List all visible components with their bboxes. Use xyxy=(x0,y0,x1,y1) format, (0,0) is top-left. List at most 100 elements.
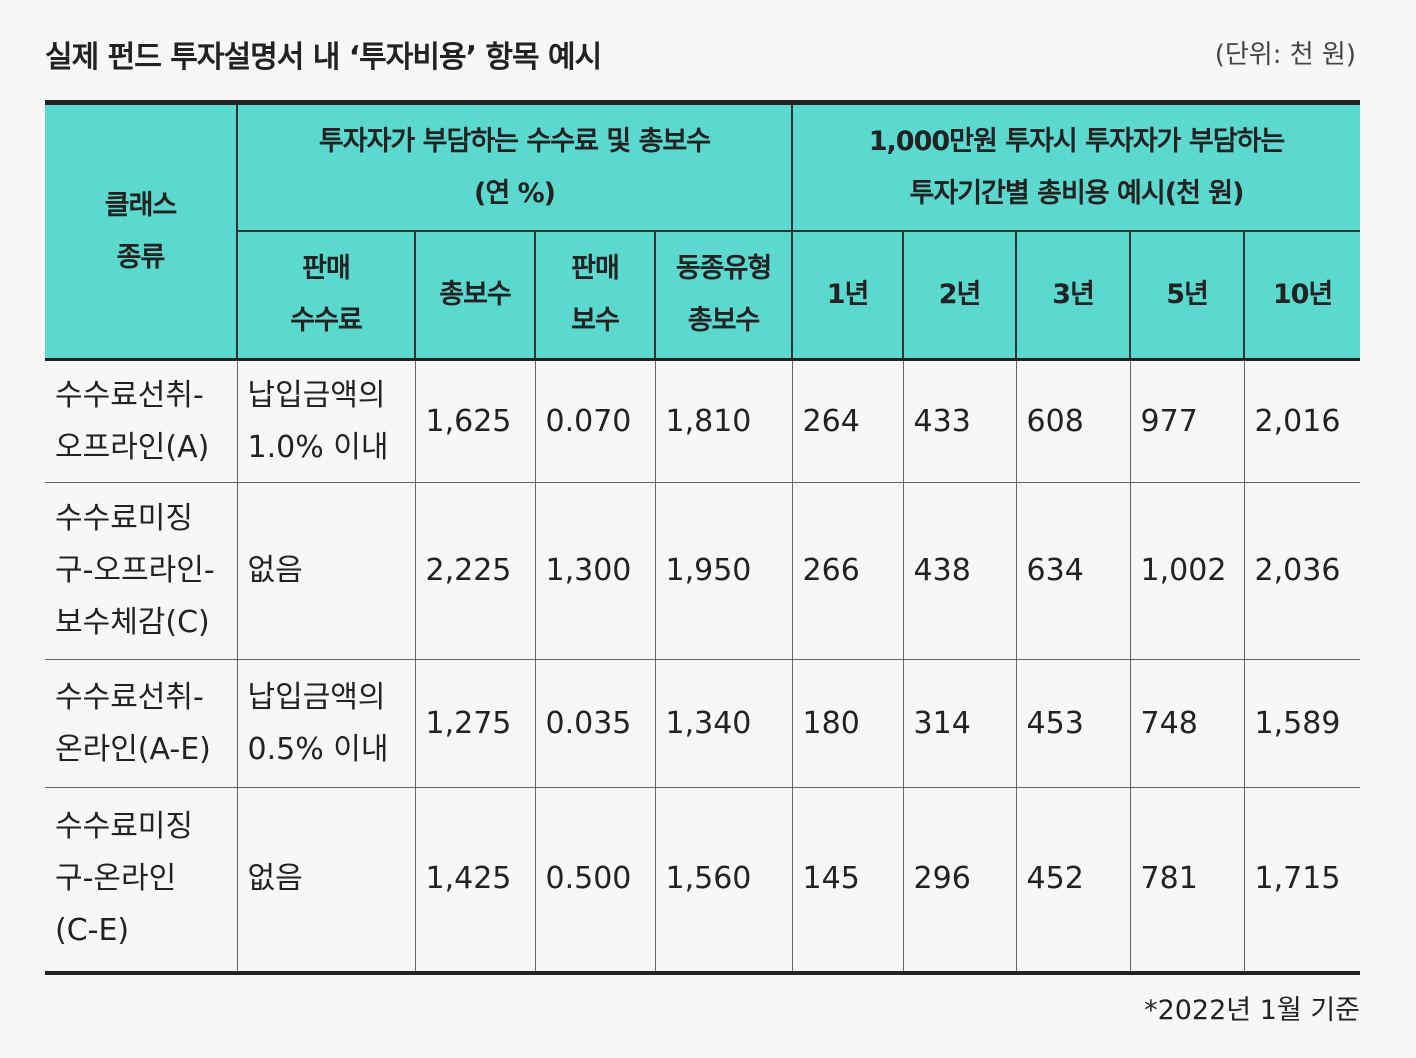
text-line: 634 xyxy=(1026,553,1084,588)
text-line: 1,300 xyxy=(545,553,632,588)
header-cell: 투자자가 부담하는 수수료 및 총보수 (연 %) xyxy=(235,102,794,232)
table-cell: 977 xyxy=(1129,359,1245,483)
header-cell: 3년 xyxy=(1015,231,1132,361)
table-cell: 없음 xyxy=(236,482,416,660)
class-cell: 수수료미징 구-오프라인- 보수체감(C) xyxy=(45,482,238,660)
table-cell: 1,950 xyxy=(654,482,793,660)
text-line: 동종유형 xyxy=(675,253,772,284)
table-cell: 453 xyxy=(1015,659,1131,788)
text-line: 296 xyxy=(913,861,971,897)
text-line: 0.070 xyxy=(545,403,632,439)
text-line: 보수체감(C) xyxy=(55,605,210,640)
text-line: 투자자가 부담하는 수수료 및 총보수 xyxy=(318,125,711,157)
text-line: 없음 xyxy=(247,861,303,897)
header-cell: 2년 xyxy=(902,231,1018,361)
header-cell: 5년 xyxy=(1129,231,1246,361)
table-cell: 1,810 xyxy=(654,359,793,483)
text-line: 1,275 xyxy=(425,705,512,741)
text-line: 총보수 xyxy=(439,279,512,310)
title: 실제 펀드 투자설명서 내 ‘투자비용’ 항목 예시 xyxy=(45,40,602,75)
table-cell: 748 xyxy=(1129,659,1245,788)
text-line: 1,002 xyxy=(1140,553,1227,588)
table-cell: 0.070 xyxy=(534,359,656,483)
text-line: (연 %) xyxy=(474,177,556,209)
text-line: 총보수 xyxy=(687,305,761,336)
text-line: 1,589 xyxy=(1254,705,1341,741)
table-cell: 1,340 xyxy=(654,659,793,788)
text-line: 10년 xyxy=(1272,279,1333,310)
class-cell: 수수료선취- 오프라인(A) xyxy=(45,359,238,483)
text-line: 5년 xyxy=(1166,279,1209,310)
text-line: 1,560 xyxy=(665,861,752,897)
text-line: 977 xyxy=(1140,403,1198,439)
footnote: *2022년 1월 기준 xyxy=(1144,995,1360,1026)
text-line: 2,016 xyxy=(1254,403,1341,439)
table-cell: 0.500 xyxy=(534,787,656,973)
text-line: (C-E) xyxy=(55,913,130,949)
text-line: 0.035 xyxy=(545,705,632,741)
text-line: 781 xyxy=(1140,861,1198,897)
table-cell: 1,002 xyxy=(1129,482,1245,660)
header-cell: 1년 xyxy=(791,231,905,361)
text-line: 2년 xyxy=(938,279,982,310)
text-line: 1,000만원 투자시 투자자가 부담하는 xyxy=(868,125,1286,157)
header-row: 판매 수수료 총보수 판매 보수 동종유형 총보수 1년 2년 3년 5년 10년 xyxy=(45,231,1361,361)
text-line: 266 xyxy=(802,553,860,588)
text-line: 3년 xyxy=(1052,279,1095,310)
table-row: 수수료선취- 오프라인(A) 납입금액의 1.0% 이내 1,625 0.070 1,810… xyxy=(45,359,1361,483)
text-line: 433 xyxy=(913,403,971,439)
text-line: 구-오프라인- xyxy=(55,553,215,588)
text-line: 180 xyxy=(802,705,860,741)
text-line: 납입금액의 xyxy=(247,679,386,715)
table-cell: 2,036 xyxy=(1243,482,1361,660)
text-line: 2,036 xyxy=(1254,553,1341,588)
text-line: 1.0% 이내 xyxy=(247,429,389,465)
table-cell: 145 xyxy=(791,787,904,973)
header-cell: 클래스 종류 xyxy=(45,102,238,361)
table-cell: 452 xyxy=(1015,787,1131,973)
text-line: 없음 xyxy=(247,553,303,588)
text-line: 판매 xyxy=(571,253,620,284)
table-cell: 1,560 xyxy=(654,787,793,973)
text-line: 452 xyxy=(1026,861,1084,897)
text-line: 수수료미징 xyxy=(55,809,193,845)
text-line: 453 xyxy=(1026,705,1084,741)
text-line: 오프라인(A) xyxy=(55,429,210,465)
text-line: 보수 xyxy=(571,305,620,336)
header-cell: 총보수 xyxy=(414,231,536,361)
text-line: 0.5% 이내 xyxy=(247,731,389,767)
cost-table: 클래스 종류 투자자가 부담하는 수수료 및 총보수 (연 %) 1,000만원 투자시… xyxy=(45,100,1361,975)
table-cell: 266 xyxy=(791,482,904,660)
text-line: 1,625 xyxy=(425,403,512,439)
table-cell: 0.035 xyxy=(534,659,656,788)
text-line: 1년 xyxy=(826,279,870,310)
text-line: 온라인(A-E) xyxy=(55,731,211,767)
text-line: 클래스 xyxy=(104,189,178,221)
table-cell: 781 xyxy=(1129,787,1245,973)
table-cell: 2,225 xyxy=(414,482,536,660)
table-cell: 1,625 xyxy=(414,359,536,483)
table-row: 수수료선취- 온라인(A-E) 납입금액의 0.5% 이내 1,275 0.035 1,34… xyxy=(45,659,1361,788)
table-cell: 314 xyxy=(902,659,1017,788)
text-line: 수수료 xyxy=(290,305,363,336)
table-cell: 608 xyxy=(1015,359,1131,483)
table-cell: 180 xyxy=(791,659,904,788)
text-line: 판매 xyxy=(302,253,351,284)
header-row: 클래스 종류 투자자가 부담하는 수수료 및 총보수 (연 %) 1,000만원 투자시… xyxy=(45,102,1361,361)
text-line: 수수료선취- xyxy=(55,377,204,413)
table-cell: 1,425 xyxy=(414,787,536,973)
table-cell: 납입금액의 1.0% 이내 xyxy=(236,359,416,483)
text-line: 748 xyxy=(1140,705,1198,741)
text-line: 투자기간별 총비용 예시(천 원) xyxy=(909,177,1245,209)
text-line: 1,340 xyxy=(665,705,752,741)
text-line: 1,425 xyxy=(425,861,512,897)
text-line: 314 xyxy=(913,705,971,741)
class-cell: 수수료선취- 온라인(A-E) xyxy=(45,659,238,788)
text-line: 구-온라인 xyxy=(55,861,177,897)
table-row: 수수료미징 구-오프라인- 보수체감(C) 없음 2,225 1,300 1,950 266 4… xyxy=(45,482,1361,660)
